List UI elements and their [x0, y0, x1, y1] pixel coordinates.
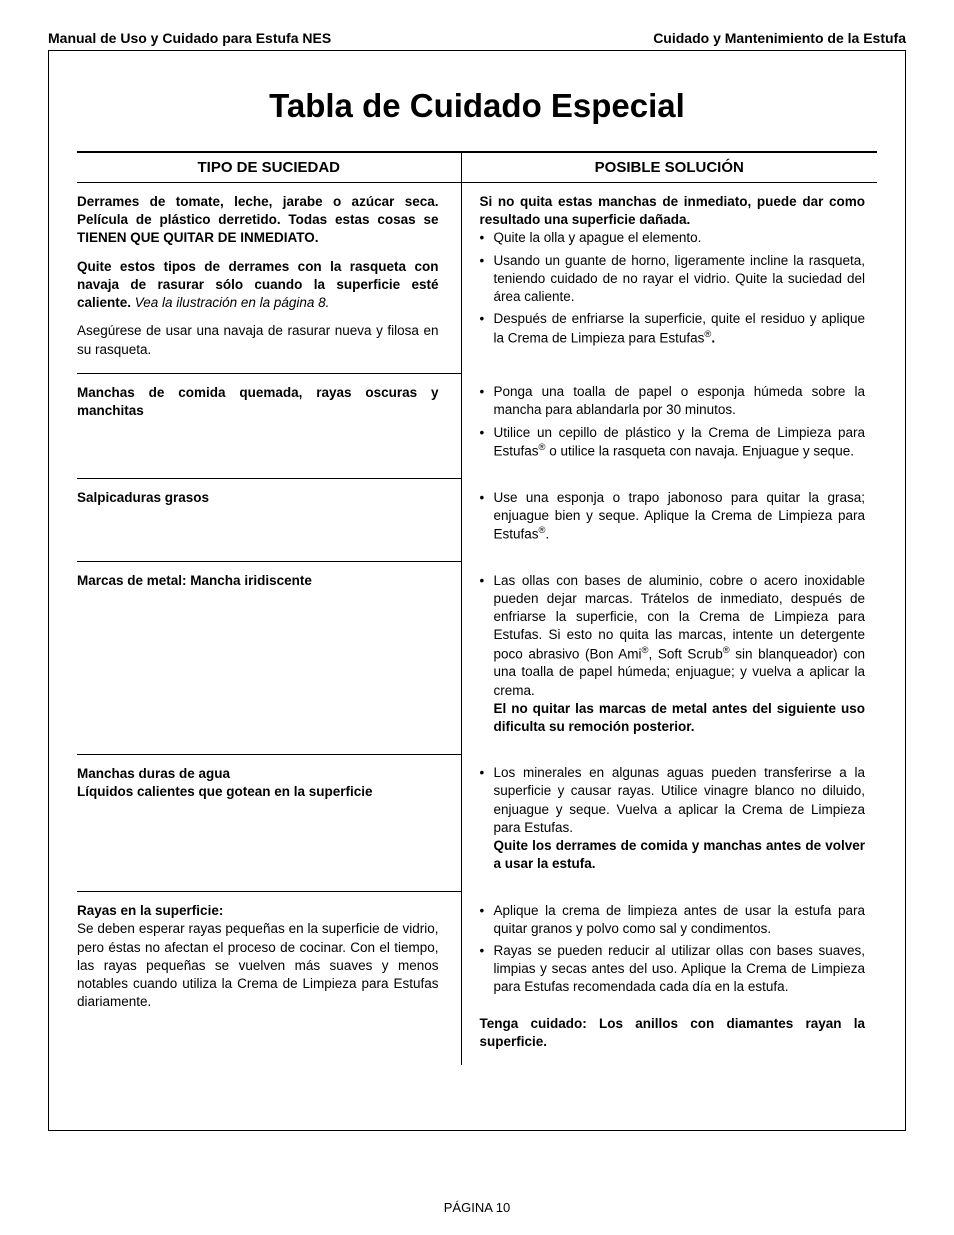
cell-type: Marcas de metal: Mancha iridiscente: [77, 562, 461, 754]
cell-type: Derrames de tomate, leche, jarabe o azúc…: [77, 183, 461, 374]
bullet-list: Aplique la crema de limpieza antes de us…: [480, 902, 866, 997]
table-row: Manchas duras de agua Líquidos calientes…: [77, 754, 877, 891]
bullet-list: Use una esponja o trapo jabonoso para qu…: [480, 489, 866, 544]
col-header-solution: POSIBLE SOLUCIÓN: [461, 152, 877, 183]
header-left: Manual de Uso y Cuidado para Estufa NES: [48, 30, 331, 46]
cell-solution: Aplique la crema de limpieza antes de us…: [461, 892, 877, 1066]
table-row: Salpicaduras grasos Use una esponja o tr…: [77, 479, 877, 562]
list-item: Aplique la crema de limpieza antes de us…: [480, 902, 866, 938]
list-item: Usando un guante de horno, ligeramente i…: [480, 252, 866, 307]
header-right: Cuidado y Mantenimiento de la Estufa: [653, 30, 906, 46]
care-table: TIPO DE SUCIEDAD POSIBLE SOLUCIÓN Derram…: [77, 151, 877, 1065]
page-footer: PÁGINA 10: [0, 1200, 954, 1215]
text: Salpicaduras grasos: [77, 489, 439, 507]
list-item: Rayas se pueden reducir al utilizar olla…: [480, 942, 866, 997]
bullet-list: Quite la olla y apague el elemento. Usan…: [480, 229, 866, 347]
cell-type: Manchas duras de agua Líquidos calientes…: [77, 754, 461, 891]
list-item: Quite la olla y apague el elemento.: [480, 229, 866, 247]
content-frame: Tabla de Cuidado Especial TIPO DE SUCIED…: [48, 51, 906, 1131]
page-header: Manual de Uso y Cuidado para Estufa NES …: [48, 30, 906, 51]
cell-type: Rayas en la superficie: Se deben esperar…: [77, 892, 461, 1066]
list-item: Las ollas con bases de aluminio, cobre o…: [480, 572, 866, 736]
page-title: Tabla de Cuidado Especial: [77, 87, 877, 125]
text: Se deben esperar rayas pequeñas en la su…: [77, 920, 439, 1011]
cell-solution: Ponga una toalla de papel o esponja húme…: [461, 373, 877, 478]
cell-type: Manchas de comida quemada, rayas oscuras…: [77, 373, 461, 478]
text: Si no quita estas manchas de inmediato, …: [480, 193, 866, 229]
bullet-list: Las ollas con bases de aluminio, cobre o…: [480, 572, 866, 736]
table-row: Manchas de comida quemada, rayas oscuras…: [77, 373, 877, 478]
page: Manual de Uso y Cuidado para Estufa NES …: [0, 0, 954, 1235]
cell-solution: Las ollas con bases de aluminio, cobre o…: [461, 562, 877, 754]
list-item: Los minerales en algunas aguas pueden tr…: [480, 764, 866, 873]
table-row: Derrames de tomate, leche, jarabe o azúc…: [77, 183, 877, 374]
bullet-list: Los minerales en algunas aguas pueden tr…: [480, 764, 866, 873]
list-item: Después de enfriarse la superficie, quit…: [480, 310, 866, 347]
list-item: Utilice un cepillo de plástico y la Crem…: [480, 424, 866, 461]
cell-solution: Los minerales en algunas aguas pueden tr…: [461, 754, 877, 891]
text: Rayas en la superficie:: [77, 902, 439, 920]
text: Manchas duras de agua: [77, 765, 439, 783]
text: Manchas de comida quemada, rayas oscuras…: [77, 384, 439, 420]
table-row: Marcas de metal: Mancha iridiscente Las …: [77, 562, 877, 754]
text: Tenga cuidado: Los anillos con diamantes…: [480, 1015, 866, 1051]
text: Quite estos tipos de derrames con la ras…: [77, 258, 439, 313]
bullet-list: Ponga una toalla de papel o esponja húme…: [480, 383, 866, 460]
cell-solution: Use una esponja o trapo jabonoso para qu…: [461, 479, 877, 562]
list-item: Ponga una toalla de papel o esponja húme…: [480, 383, 866, 419]
text: Asegúrese de usar una navaja de rasurar …: [77, 322, 439, 358]
text: Líquidos calientes que gotean en la supe…: [77, 783, 439, 801]
table-row: Rayas en la superficie: Se deben esperar…: [77, 892, 877, 1066]
list-item: Use una esponja o trapo jabonoso para qu…: [480, 489, 866, 544]
cell-type: Salpicaduras grasos: [77, 479, 461, 562]
text: Derrames de tomate, leche, jarabe o azúc…: [77, 193, 439, 248]
cell-solution: Si no quita estas manchas de inmediato, …: [461, 183, 877, 374]
col-header-type: TIPO DE SUCIEDAD: [77, 152, 461, 183]
text: Marcas de metal: Mancha iridiscente: [77, 572, 439, 590]
